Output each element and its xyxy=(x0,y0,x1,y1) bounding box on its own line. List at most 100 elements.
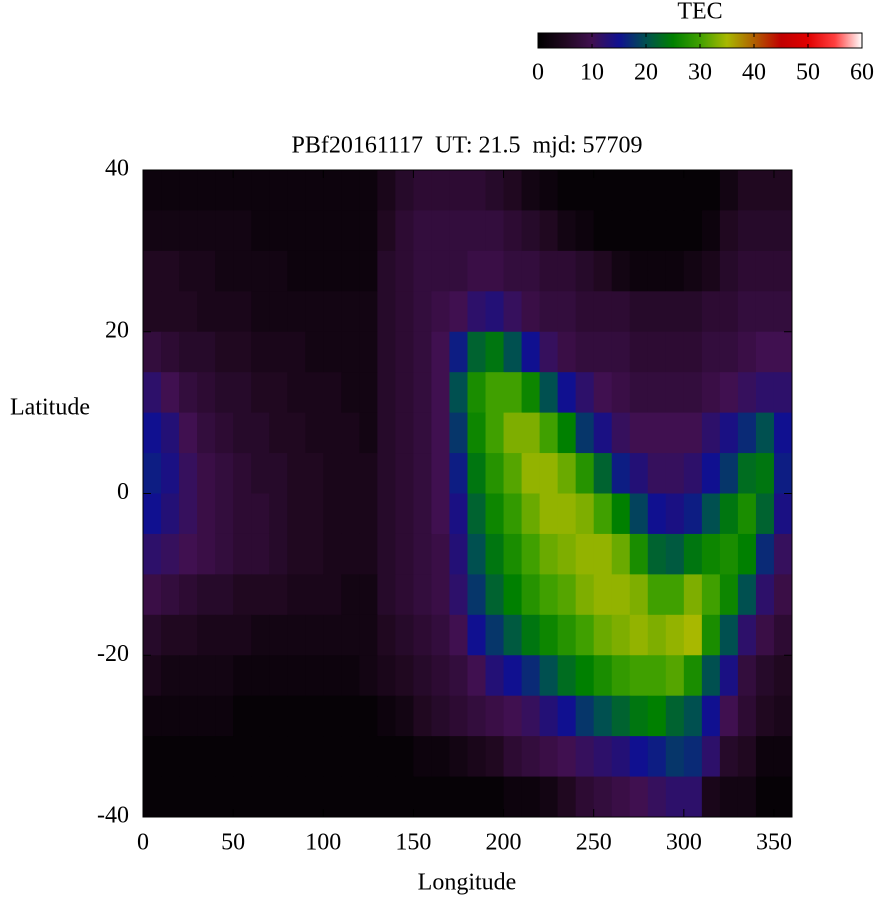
heatmap-cell xyxy=(629,331,649,373)
heatmap-cell xyxy=(197,412,216,454)
heatmap-cell xyxy=(755,412,775,454)
heatmap-cell xyxy=(629,453,649,494)
x-tick-label: 150 xyxy=(395,830,431,856)
heatmap-cell xyxy=(233,331,252,373)
heatmap-cell xyxy=(395,291,414,333)
heatmap-cell xyxy=(341,614,360,656)
heatmap-cell xyxy=(557,776,577,818)
heatmap-cell xyxy=(287,250,306,292)
heatmap-cell xyxy=(611,776,631,818)
heatmap-cell xyxy=(611,736,631,778)
heatmap-cell xyxy=(701,331,721,373)
heatmap-cell xyxy=(305,533,324,575)
heatmap-cell xyxy=(647,453,667,494)
heatmap-cell xyxy=(431,493,450,535)
heatmap-cell xyxy=(323,210,342,252)
heatmap-cell xyxy=(467,372,487,414)
colorbar-title: TEC xyxy=(677,0,722,25)
heatmap-cell xyxy=(485,372,505,414)
heatmap-cell xyxy=(737,776,757,818)
heatmap-cell xyxy=(269,736,288,778)
heatmap-cell xyxy=(413,331,432,373)
heatmap-cell xyxy=(683,291,703,333)
heatmap-cell xyxy=(287,372,306,414)
heatmap-cell xyxy=(683,493,703,535)
heatmap-cell xyxy=(593,291,613,333)
heatmap-cell xyxy=(359,412,378,454)
heatmap-cell xyxy=(359,736,378,778)
heatmap-cell xyxy=(449,493,468,535)
heatmap-cell xyxy=(521,210,541,252)
heatmap-cell xyxy=(287,170,306,211)
heatmap-cell xyxy=(485,533,505,575)
heatmap-cell xyxy=(215,655,234,697)
heatmap-cell xyxy=(323,655,342,697)
heatmap-cell xyxy=(647,372,667,414)
heatmap-cell xyxy=(215,250,234,292)
heatmap-cell xyxy=(629,614,649,656)
heatmap-cell xyxy=(287,291,306,333)
heatmap-cell xyxy=(665,736,685,778)
heatmap-cell xyxy=(269,291,288,333)
heatmap-cell xyxy=(377,291,396,333)
heatmap-cell xyxy=(467,412,487,454)
x-tick-label: 350 xyxy=(756,830,792,856)
colorbar-tick-label: 10 xyxy=(580,60,604,86)
heatmap-cell xyxy=(593,453,613,494)
heatmap-cell xyxy=(647,250,667,292)
heatmap-cell xyxy=(305,493,324,535)
heatmap-cell xyxy=(359,453,378,494)
heatmap-cell xyxy=(179,614,198,656)
heatmap-cell xyxy=(575,776,595,818)
heatmap-cell xyxy=(773,493,793,535)
heatmap-cell xyxy=(179,736,198,778)
heatmap-cell xyxy=(557,493,577,535)
heatmap-cell xyxy=(377,736,396,778)
heatmap-cell xyxy=(773,331,793,373)
heatmap-cell xyxy=(593,412,613,454)
heatmap-cell xyxy=(269,412,288,454)
heatmap-cell xyxy=(305,170,324,211)
heatmap-cell xyxy=(449,533,468,575)
heatmap-cell xyxy=(503,695,523,737)
heatmap-cell xyxy=(341,250,360,292)
heatmap-cell xyxy=(647,574,667,616)
x-tick-label: 200 xyxy=(486,830,522,856)
heatmap-cell xyxy=(611,453,631,494)
heatmap-cell xyxy=(503,614,523,656)
heatmap-cell xyxy=(521,453,541,494)
heatmap-cell xyxy=(287,736,306,778)
heatmap-cell xyxy=(179,776,198,818)
heatmap-cell xyxy=(773,574,793,616)
heatmap-cell xyxy=(755,210,775,252)
heatmap-cell xyxy=(215,614,234,656)
heatmap-cell xyxy=(341,776,360,818)
heatmap-cell xyxy=(737,291,757,333)
heatmap-cell xyxy=(251,372,270,414)
heatmap-cell xyxy=(233,695,252,737)
heatmap-cell xyxy=(161,533,180,575)
heatmap-cell xyxy=(539,170,559,211)
heatmap-cell xyxy=(755,291,775,333)
heatmap-cell xyxy=(377,533,396,575)
heatmap-cell xyxy=(647,331,667,373)
heatmap-cell xyxy=(611,533,631,575)
heatmap-cell xyxy=(755,331,775,373)
heatmap-cell xyxy=(485,250,505,292)
heatmap-cell xyxy=(683,776,703,818)
heatmap-cell xyxy=(719,695,739,737)
heatmap-cell xyxy=(647,210,667,252)
heatmap-cell xyxy=(179,372,198,414)
heatmap-cell xyxy=(215,776,234,818)
heatmap-cell xyxy=(557,210,577,252)
heatmap-cell xyxy=(431,614,450,656)
heatmap-cell xyxy=(629,776,649,818)
heatmap-cell xyxy=(701,614,721,656)
heatmap-cell xyxy=(719,614,739,656)
heatmap-cell xyxy=(485,291,505,333)
colorbar-tick-label: 30 xyxy=(688,60,712,86)
heatmap-cell xyxy=(449,776,468,818)
heatmap-cell xyxy=(395,412,414,454)
heatmap-cell xyxy=(413,372,432,414)
heatmap-cell xyxy=(701,493,721,535)
